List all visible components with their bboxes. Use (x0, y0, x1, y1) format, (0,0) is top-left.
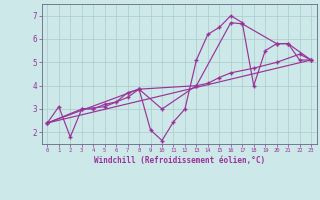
X-axis label: Windchill (Refroidissement éolien,°C): Windchill (Refroidissement éolien,°C) (94, 156, 265, 165)
